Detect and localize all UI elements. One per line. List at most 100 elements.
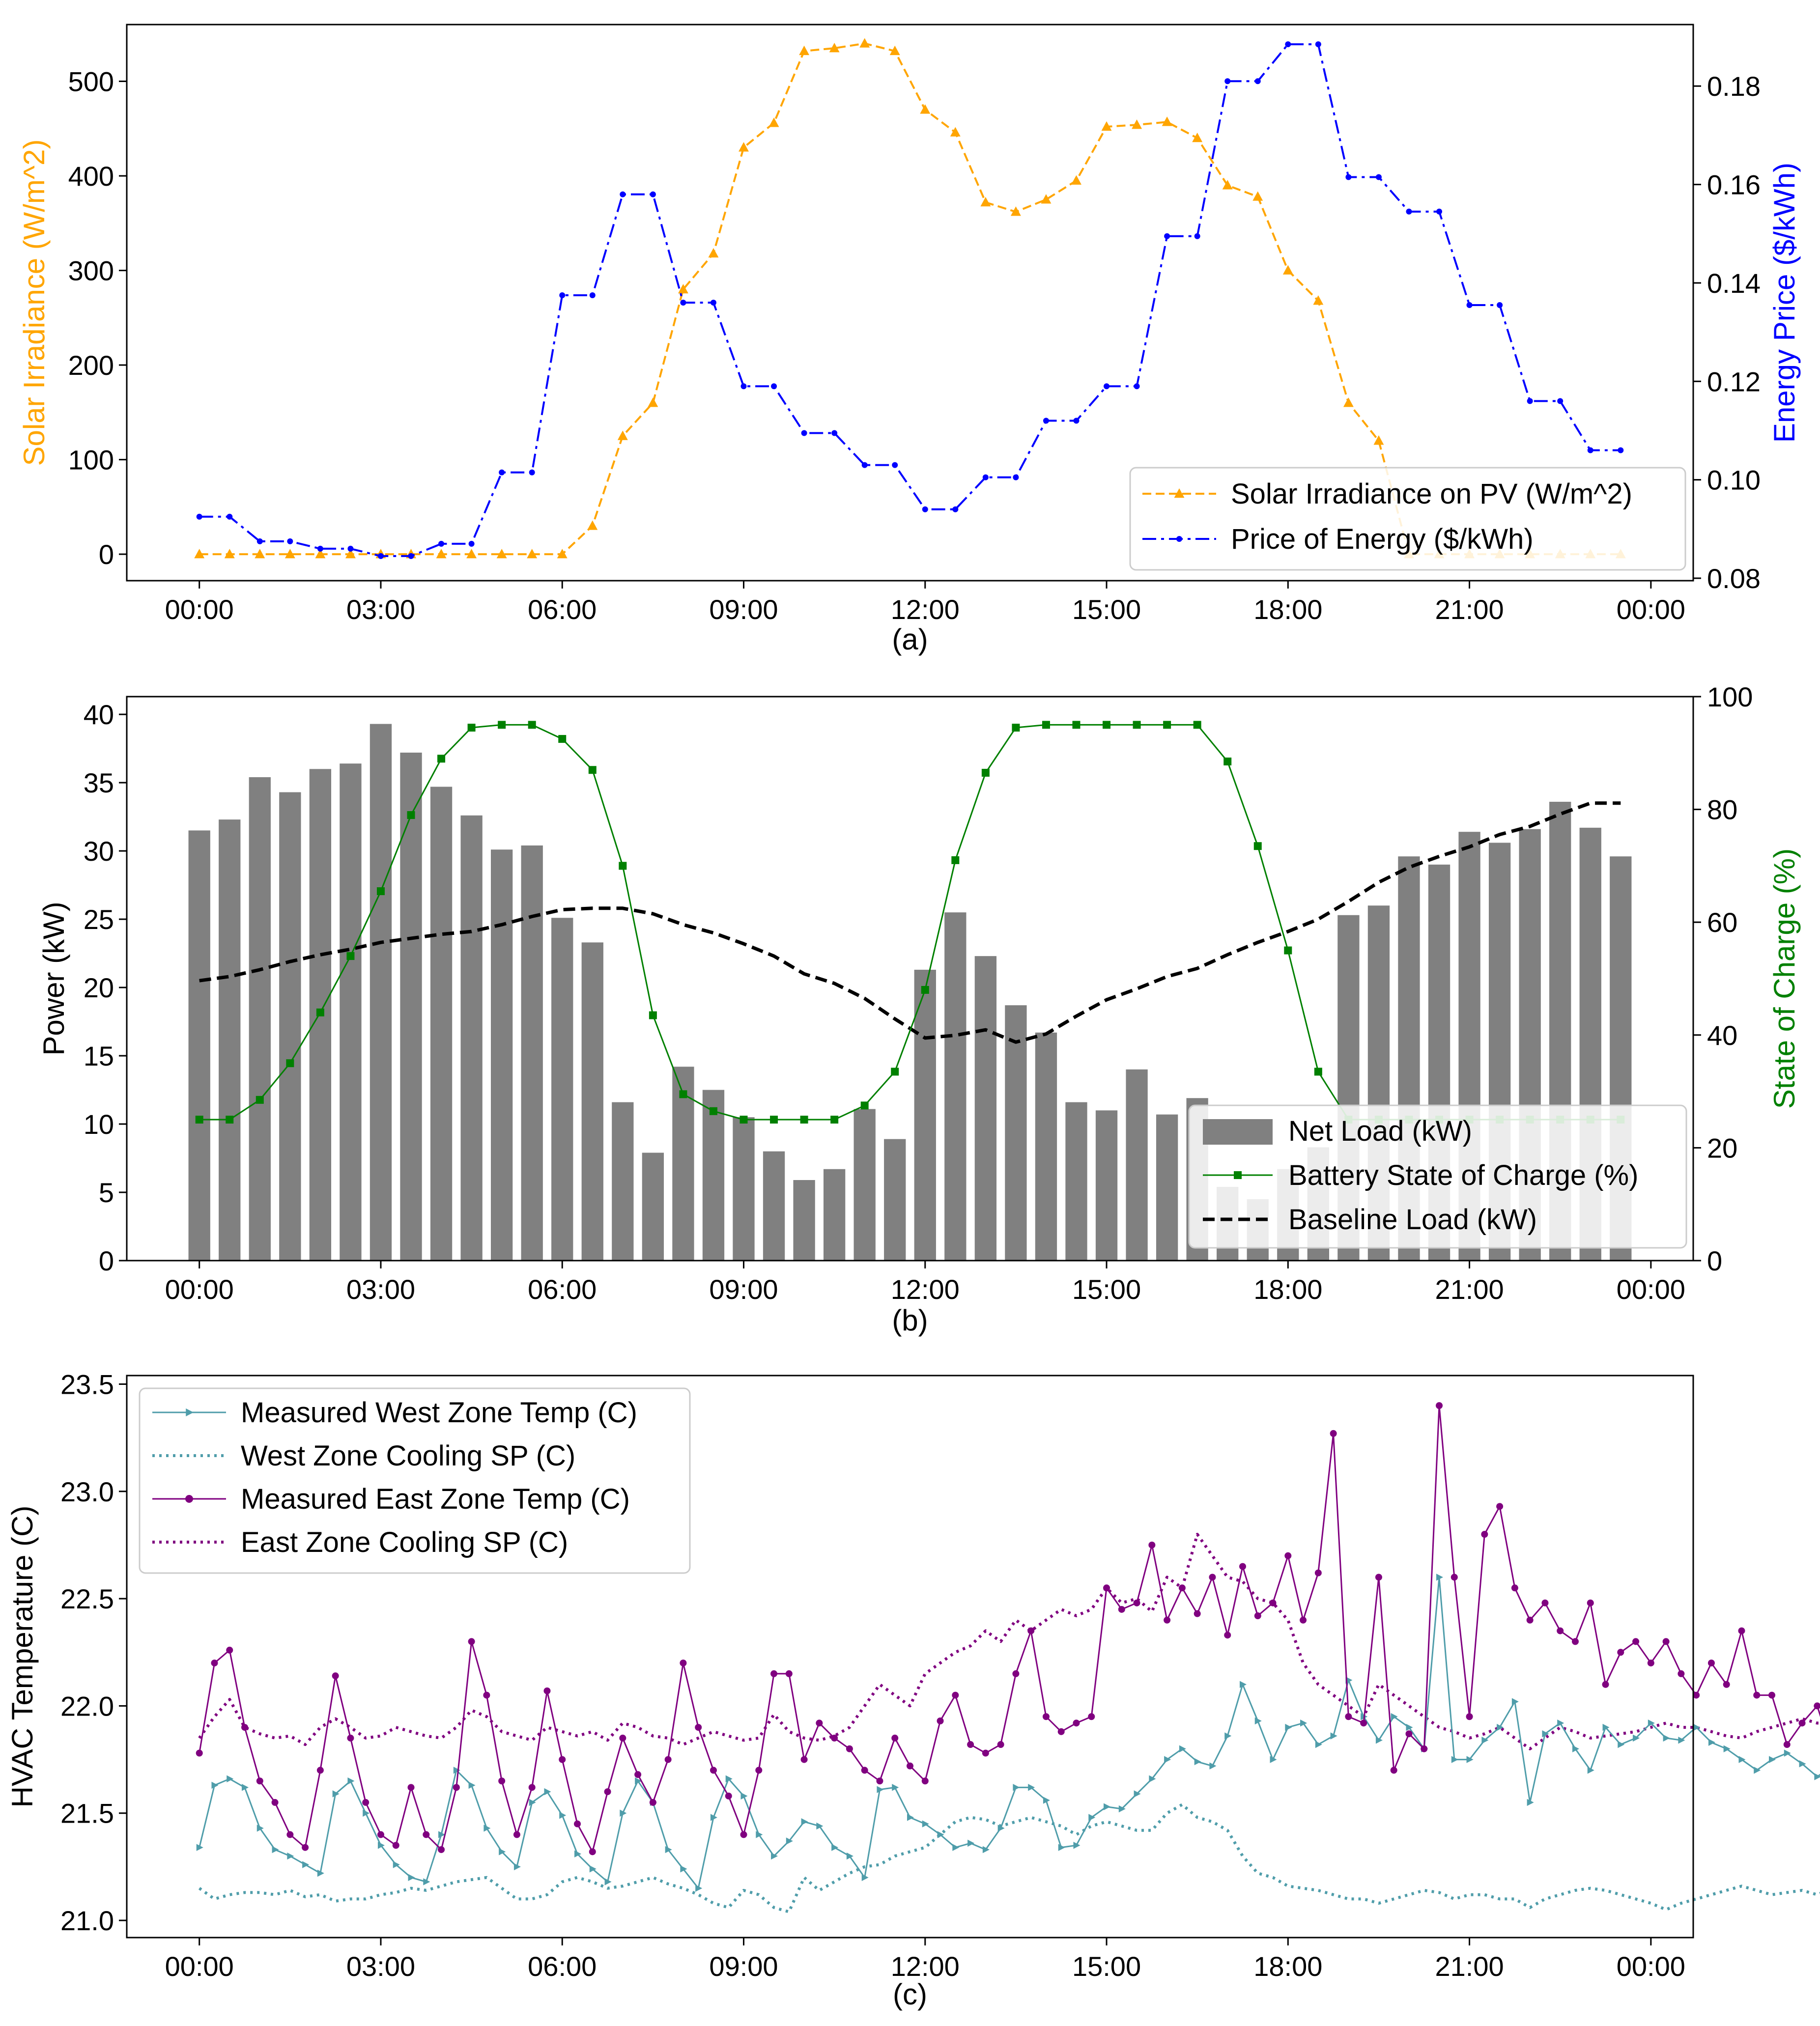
legend-label-east-sp: East Zone Cooling SP (C) (241, 1526, 568, 1558)
battery-soc-point (981, 768, 990, 777)
solar-irradiance-point (799, 45, 810, 56)
west-measured-point (1542, 1730, 1549, 1738)
energy-price-point (1527, 398, 1533, 404)
west-measured-point (302, 1861, 310, 1868)
energy-price-point (377, 553, 384, 559)
east-measured-point (1012, 1670, 1020, 1677)
east-measured-point (1405, 1730, 1413, 1738)
west-measured-point (438, 1831, 446, 1838)
east-measured-point (1284, 1552, 1292, 1559)
panel-a-frame (126, 24, 1694, 582)
east-measured-point (1375, 1574, 1382, 1581)
west-measured-point (816, 1822, 824, 1830)
west-measured-point (1013, 1784, 1020, 1791)
y-right-tick-label: 20 (1707, 1132, 1737, 1163)
x-tick-label: 12:00 (891, 1951, 960, 1982)
east-measured-point (1678, 1670, 1685, 1677)
battery-soc-point (1072, 721, 1081, 729)
east-measured-point (1103, 1584, 1110, 1592)
west-measured-point (1769, 1756, 1776, 1763)
net-load-bar (1126, 1069, 1148, 1261)
west-measured-point (665, 1846, 672, 1854)
solar-irradiance-point (315, 549, 326, 559)
battery-soc-point (1103, 721, 1111, 729)
solar-irradiance-point (224, 549, 235, 559)
east-measured-point (1314, 1569, 1322, 1576)
east-measured-point (952, 1691, 959, 1699)
net-load-bar (400, 752, 422, 1261)
x-tick-label: 00:00 (165, 1951, 234, 1982)
x-tick-label: 15:00 (1072, 1274, 1141, 1305)
energy-price-point (620, 191, 626, 197)
panel-c-caption: (c) (893, 1978, 927, 2011)
east-measured-point (725, 1792, 732, 1800)
legend-marker-soc (1234, 1171, 1242, 1179)
panel-b: 00:00 03:00 06:00 09:00 12:00 15:00 18:00 21:00… (37, 681, 1801, 1337)
y-right-tick-label: 40 (1707, 1020, 1737, 1051)
west-measured-point (589, 1865, 597, 1873)
battery-soc-point (1253, 842, 1262, 850)
east-measured-point (1027, 1627, 1035, 1634)
y-left-tick-label: 35 (84, 767, 114, 798)
east-measured-point (1647, 1660, 1654, 1667)
battery-soc-point (1133, 721, 1141, 729)
net-load-bar (430, 787, 453, 1261)
east-measured-point (589, 1848, 596, 1856)
east-measured-point (1178, 1584, 1186, 1592)
energy-price-point (1436, 208, 1443, 215)
west-measured-point (347, 1777, 355, 1785)
west-measured-point (1663, 1734, 1670, 1742)
solar-irradiance-point (194, 549, 205, 559)
solar-irradiance-point (1162, 116, 1172, 126)
net-load-bar (793, 1180, 815, 1261)
panel-a: 00:00 03:00 06:00 09:00 12:00 15:00 18:00 21:00… (18, 24, 1801, 656)
energy-price-point (468, 540, 475, 547)
panel-b-legend-box (1188, 1104, 1687, 1249)
solar-irradiance-point (587, 520, 598, 530)
battery-soc-point (1193, 721, 1201, 729)
energy-price-point (740, 383, 747, 390)
west-measured-point (499, 1848, 506, 1856)
east-measured-point (271, 1799, 279, 1806)
west-measured-point (453, 1767, 460, 1774)
panel-c-legend-box (139, 1387, 691, 1574)
net-load-bar (702, 1090, 725, 1261)
solar-irradiance-point (648, 397, 658, 407)
west-measured-point (1073, 1842, 1081, 1849)
energy-price-point (438, 540, 445, 547)
east-measured-point (937, 1717, 944, 1724)
x-tick-label: 06:00 (528, 1951, 597, 1982)
y-left-tick-label: 5 (99, 1177, 114, 1208)
west-measured-point (1754, 1767, 1761, 1774)
east-measured-point (407, 1784, 415, 1791)
energy-price-point (1224, 78, 1231, 84)
west-measured-point (1406, 1723, 1413, 1731)
east-measured-point (1088, 1713, 1095, 1720)
solar-irradiance-point (1373, 435, 1384, 445)
east-measured-point (1541, 1599, 1549, 1606)
west-measured-point (1436, 1574, 1444, 1581)
legend-label-solar: Solar Irradiance on PV (W/m^2) (1231, 478, 1632, 510)
east-measured-point (785, 1670, 793, 1677)
west-measured-point (483, 1825, 491, 1832)
east-measured-line (199, 1405, 1820, 1853)
net-load-bar (944, 912, 967, 1261)
east-measured-point (1481, 1531, 1488, 1538)
battery-soc-point (256, 1096, 264, 1104)
energy-price-point (196, 513, 202, 520)
west-measured-point (1678, 1737, 1685, 1744)
east-measured-point (392, 1842, 399, 1849)
x-tick-label: 00:00 (165, 1274, 234, 1305)
west-measured-point (1104, 1803, 1111, 1810)
east-measured-point (332, 1672, 339, 1680)
energy-price-point (589, 292, 596, 298)
solar-irradiance-point (1071, 175, 1081, 185)
panel-a-axes: 00:00 03:00 06:00 09:00 12:00 15:00 18:00 21:00… (68, 66, 1761, 625)
east-measured-point (1360, 1719, 1367, 1727)
west-measured-point (620, 1809, 627, 1817)
legend-marker-east-measured (185, 1495, 193, 1503)
east-measured-point (1209, 1574, 1216, 1581)
energy-price-point (1134, 383, 1140, 390)
west-measured-point (1391, 1713, 1398, 1720)
panel-a-caption: (a) (892, 623, 928, 656)
